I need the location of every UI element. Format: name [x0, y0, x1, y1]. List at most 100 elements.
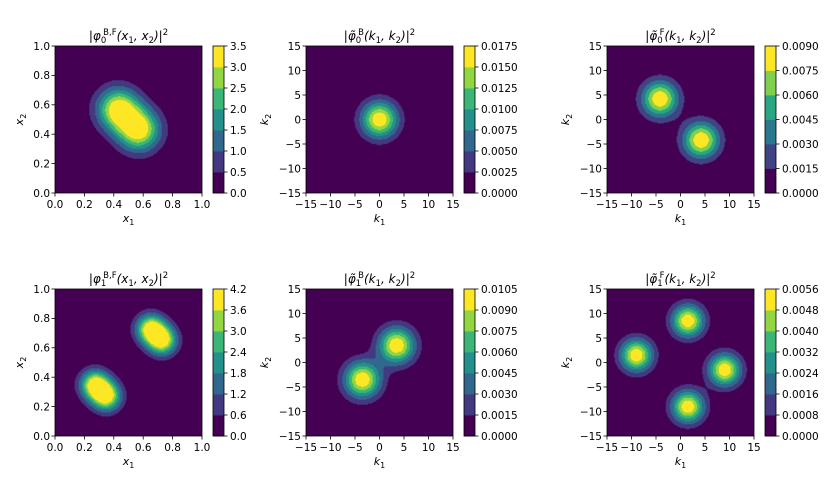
colorbar-tick-label: 1.0 [230, 146, 247, 158]
y-tick-label: −10 [279, 163, 301, 175]
title-subscript: 1 [657, 279, 662, 289]
y-axis-label: k2 [258, 357, 273, 368]
colorbar-segment [765, 119, 776, 145]
panel-title: |φ1B,F(x1, x2)|2 [89, 271, 168, 289]
title-subscript: 2 [149, 36, 154, 46]
y-tick-label: 0.6 [33, 100, 50, 112]
colorbar-segment [464, 151, 475, 173]
colorbar-segment [464, 331, 475, 353]
title-superscript: 2 [710, 28, 715, 38]
colorbar-tick-label: 0.0030 [782, 139, 819, 151]
colorbar-tick-label: 2.5 [230, 83, 247, 95]
colorbar-tick-label: 0.0075 [782, 65, 819, 77]
y-tick-label: 0 [294, 114, 301, 126]
colorbar-tick-label: 0.0 [230, 188, 247, 200]
x-tick-label: −10 [620, 199, 642, 211]
title-text: , x [134, 29, 150, 43]
x-tick-label: 0.4 [105, 199, 122, 211]
x-tick-label: 0 [376, 442, 383, 454]
x-tick-label: 0.6 [135, 199, 152, 211]
colorbar-tick-label: 0.0045 [782, 114, 819, 126]
contour-panel-4: 0.0 0.2 0.4 0.6 0.8 1.0 0.0 0.2 0.4 0.6 0.8 1.0 x1 x2… [13, 271, 247, 470]
title-text: )| [153, 272, 163, 286]
contour-field [306, 289, 453, 436]
x-tick-label: 5 [702, 199, 709, 211]
colorbar-segment [213, 46, 224, 68]
colorbar: 0.0000 0.0015 0.0030 0.0045 0.0060 0.0075 0.00… [764, 41, 819, 200]
colorbar-segment [765, 352, 776, 374]
contour-panel-1: 0.0 0.2 0.4 0.6 0.8 1.0 0.0 0.2 0.4 0.6 0.8 1.0 x1 x2… [13, 28, 247, 227]
colorbar-segment [213, 310, 224, 332]
colorbar-segment [464, 46, 475, 68]
y-tick-label: 10 [589, 65, 602, 77]
title-subscript: 0 [356, 36, 361, 46]
y-axis-label: k2 [559, 114, 574, 125]
y-tick-label: 0 [595, 114, 602, 126]
colorbar-tick-label: 0.0030 [481, 389, 518, 401]
y-tick-label: 5 [595, 333, 602, 345]
title-subscript: 1 [376, 279, 381, 289]
y-tick-label: 0.0 [33, 188, 50, 200]
title-text: )| [701, 272, 711, 286]
x-tick-label: 0.8 [164, 442, 181, 454]
x-tick-label: 0.0 [47, 442, 64, 454]
colorbar-segment [765, 394, 776, 416]
y-tick-label: 15 [589, 41, 602, 53]
title-text: )| [153, 29, 163, 43]
colorbar-tick-label: 0.0060 [782, 90, 819, 102]
colorbar-tick-label: 0.0048 [782, 305, 819, 317]
colorbar-tick-label: 0.0045 [481, 368, 518, 380]
y-tick-label: −5 [286, 139, 301, 151]
colorbar-frame [764, 288, 777, 437]
title-superscript: B,F [103, 28, 117, 38]
y-tick-label: −10 [279, 406, 301, 418]
colorbar-segment [464, 394, 475, 416]
x-tick-label: −15 [295, 442, 317, 454]
colorbar-tick-label: 2.4 [230, 347, 247, 359]
title-text: (k [665, 29, 678, 43]
panel-title: |φ0B,F(x1, x2)|2 [89, 28, 168, 46]
colorbar-segment [464, 415, 475, 437]
y-tick-label: 0.4 [33, 372, 50, 384]
colorbar-tick-label: 1.2 [230, 389, 247, 401]
colorbar-tick-label: 0.0090 [481, 305, 518, 317]
y-tick-label: 0.4 [33, 129, 50, 141]
x-tick-label: 0.6 [135, 442, 152, 454]
colorbar-tick-label: 0.0000 [782, 431, 819, 443]
title-text: )| [701, 29, 711, 43]
colorbar-tick-label: 0.0000 [481, 431, 518, 443]
colorbar-tick-label: 0.0075 [481, 125, 518, 137]
x-tick-label: 1.0 [194, 199, 211, 211]
title-text: (x [117, 29, 130, 43]
x-axis-label: x1 [122, 212, 135, 227]
title-subscript: 1 [376, 36, 381, 46]
y-tick-label: 15 [589, 284, 602, 296]
x-axis-label-subscript: 1 [681, 461, 686, 470]
y-tick-label: 5 [294, 333, 301, 345]
title-text: |φ̃ [645, 29, 657, 43]
title-text: , k [381, 29, 397, 43]
colorbar-segment [213, 352, 224, 374]
x-tick-label: −10 [319, 199, 341, 211]
colorbar-tick-label: 4.2 [230, 284, 247, 296]
x-axis-label-subscript: 1 [681, 218, 686, 227]
colorbar-segment [213, 373, 224, 395]
y-tick-label: 15 [288, 284, 301, 296]
panel-title: |φ̃1F(k1, k2)|2 [645, 271, 715, 289]
title-text: |φ [89, 272, 101, 286]
y-tick-label: −15 [279, 188, 301, 200]
colorbar: 0.0 0.6 1.2 1.8 2.4 3.0 3.6 4.2 [212, 284, 247, 443]
x-tick-label: −10 [319, 442, 341, 454]
title-text: , k [682, 29, 698, 43]
panel-title: |φ̃1B(k1, k2)|2 [344, 271, 415, 289]
y-tick-label: 0 [595, 357, 602, 369]
x-tick-label: −10 [620, 442, 642, 454]
x-tick-label: 10 [422, 442, 435, 454]
colorbar-tick-label: 0.0150 [481, 62, 518, 74]
title-superscript: 2 [710, 271, 715, 281]
colorbar-tick-label: 3.6 [230, 305, 247, 317]
colorbar-tick-label: 0.0015 [782, 163, 819, 175]
panel-title: |φ̃0B(k1, k2)|2 [344, 28, 415, 46]
title-subscript: 2 [396, 36, 401, 46]
x-tick-label: 10 [723, 442, 736, 454]
